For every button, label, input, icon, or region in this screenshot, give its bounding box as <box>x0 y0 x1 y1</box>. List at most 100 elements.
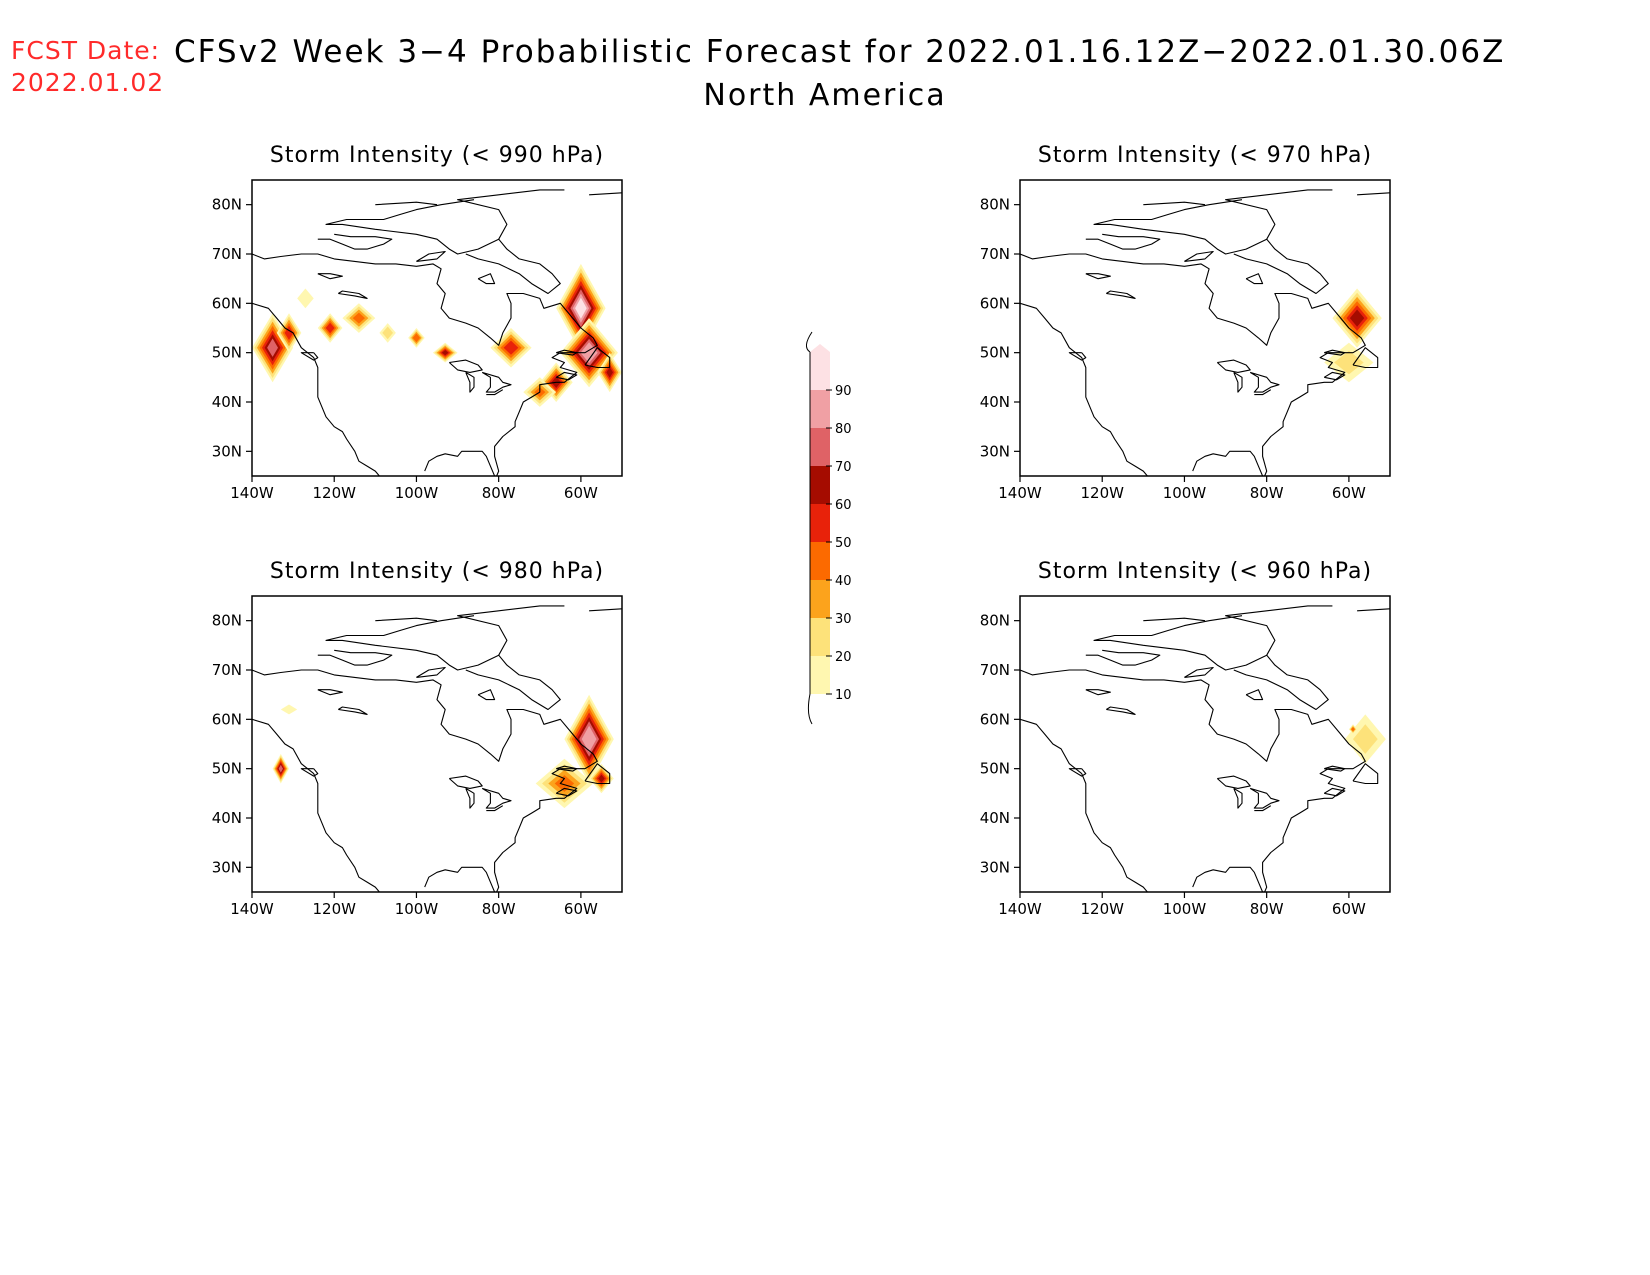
lat-tick-label: 60N <box>980 294 1010 312</box>
coastline <box>1020 253 1366 476</box>
coastline <box>1106 706 1136 715</box>
coastline <box>1216 359 1251 373</box>
lat-tick-label: 30N <box>212 442 242 460</box>
colorbar-tick-label: 20 <box>835 650 852 665</box>
map-plot-960: 80N 70N 60N 50N 40N 30N 140W 120W 100W 80W 60W <box>980 595 1391 918</box>
coastline <box>1357 192 1390 196</box>
coastline <box>448 775 483 789</box>
coastline <box>477 689 496 701</box>
probability-contour <box>267 338 278 357</box>
coastline <box>317 273 343 280</box>
coastline <box>1233 654 1329 711</box>
lon-tick-label: 140W <box>230 900 274 918</box>
coastline <box>1068 352 1087 361</box>
panel-title-970: Storm Intensity (< 970 hPa) <box>1037 143 1373 168</box>
coastline <box>375 617 438 622</box>
coastline <box>1085 233 1161 250</box>
probability-contour <box>575 297 587 319</box>
colorbar-tick-label: 90 <box>835 384 852 399</box>
coastline <box>1352 763 1379 785</box>
probability-shading <box>1324 288 1382 383</box>
lon-tick-label: 100W <box>395 900 439 918</box>
coastline <box>1254 389 1272 396</box>
coastline <box>317 649 393 666</box>
colorbar-tick-label: 80 <box>835 422 852 437</box>
lon-tick-label: 60W <box>1332 484 1366 502</box>
coastline <box>1093 605 1333 671</box>
colorbar-segment <box>810 466 830 504</box>
panel-title-980: Storm Intensity (< 980 hPa) <box>269 559 605 584</box>
coastline <box>465 371 475 393</box>
coastline <box>424 450 496 476</box>
probability-shading <box>1344 714 1386 764</box>
colorbar-outline <box>806 331 813 353</box>
coastline <box>1020 669 1366 892</box>
lon-tick-label: 80W <box>1250 900 1284 918</box>
probability-contour <box>382 326 393 340</box>
lat-tick-label: 60N <box>212 710 242 728</box>
coastline <box>465 654 561 711</box>
lon-tick-label: 140W <box>998 484 1042 502</box>
lon-tick-label: 100W <box>395 484 439 502</box>
probability-contour <box>280 704 298 715</box>
colorbar-tick-label: 10 <box>835 688 852 703</box>
coastline <box>252 302 380 476</box>
coastline <box>1085 649 1161 666</box>
coastline <box>1323 371 1346 381</box>
probability-contour <box>1353 724 1378 754</box>
lat-tick-label: 70N <box>980 245 1010 263</box>
lat-tick-label: 40N <box>212 809 242 827</box>
coastline <box>1245 689 1264 701</box>
coastline <box>416 666 446 678</box>
lat-tick-label: 50N <box>980 760 1010 778</box>
coastline <box>584 763 611 785</box>
coastline <box>584 347 611 369</box>
coastline <box>325 605 565 671</box>
lat-tick-label: 50N <box>212 344 242 362</box>
colorbar-segment <box>810 344 830 390</box>
lon-tick-label: 80W <box>482 900 516 918</box>
map-frame <box>1019 595 1391 893</box>
colorbar-tick-label: 60 <box>835 498 852 513</box>
colorbar-tick-label: 30 <box>835 612 852 627</box>
fcst-date-value: 2022.01.02 <box>11 68 165 97</box>
probability-shading <box>272 694 614 809</box>
page-title: CFSv2 Week 3−4 Probabilistic Forecast fo… <box>174 34 1506 70</box>
lat-tick-label: 40N <box>980 393 1010 411</box>
region-label: North America <box>703 78 947 113</box>
colorbar-segment <box>810 504 830 542</box>
coastline <box>317 689 343 696</box>
colorbar-outline <box>807 352 813 725</box>
probability-contour <box>1334 350 1364 375</box>
lat-tick-label: 30N <box>212 858 242 876</box>
coastline <box>1192 450 1264 476</box>
probability-contour <box>580 342 598 363</box>
coastline <box>477 273 496 285</box>
coastlines <box>252 189 622 476</box>
map-frame <box>251 595 623 893</box>
coastline <box>1106 290 1136 299</box>
coastline <box>1324 349 1346 356</box>
coastline <box>556 765 578 772</box>
region-subtitle: North America <box>0 78 1650 114</box>
coastline <box>481 787 512 809</box>
coastline <box>325 189 565 255</box>
map-plot-980: 80N 70N 60N 50N 40N 30N 140W 120W 100W 80W 60W <box>212 595 623 918</box>
coastline <box>317 233 393 250</box>
map-plot-970: 80N 70N 60N 50N 40N 30N 140W 120W 100W 80W 60W <box>980 179 1391 502</box>
coastline <box>1245 273 1264 285</box>
coastline <box>252 253 598 476</box>
coastline <box>465 787 475 809</box>
lon-tick-label: 80W <box>482 484 516 502</box>
coastline <box>589 608 622 612</box>
coastline <box>1085 273 1111 280</box>
coastline <box>448 359 483 373</box>
coastline <box>555 787 578 797</box>
coastline <box>1192 866 1264 892</box>
coastline <box>1020 718 1148 892</box>
coastline <box>1323 787 1346 797</box>
colorbar-segment <box>810 542 830 580</box>
coastline <box>1233 238 1329 295</box>
lon-tick-label: 60W <box>1332 900 1366 918</box>
coastline <box>555 371 578 381</box>
